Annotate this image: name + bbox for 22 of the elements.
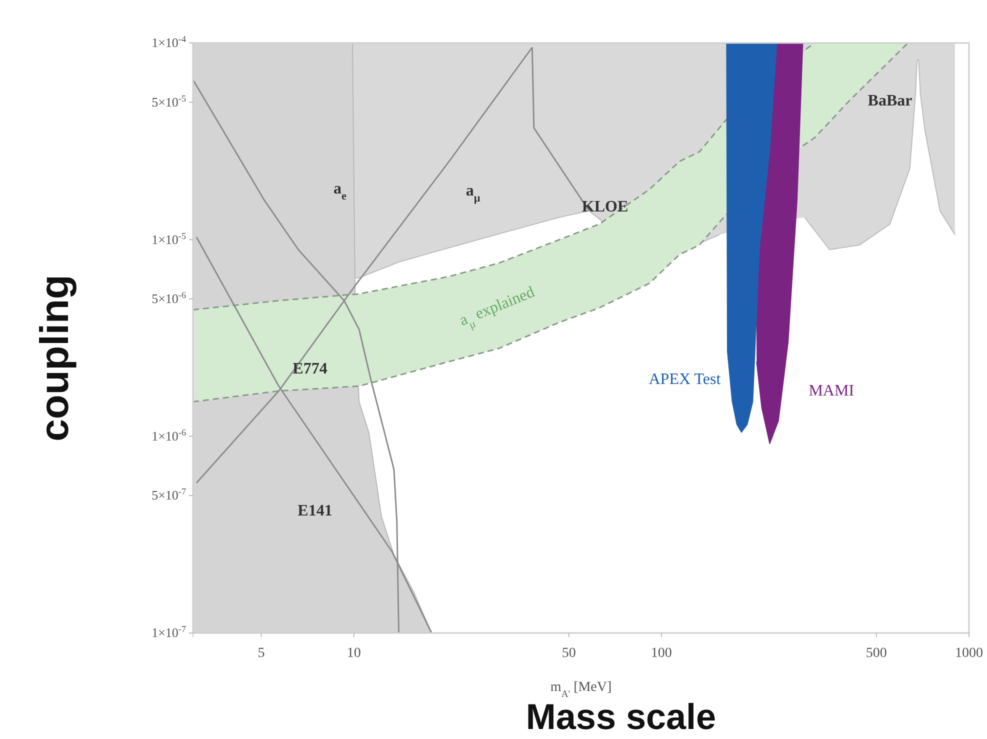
- y-tick-label: 1×10$^{-5}$: [152, 230, 186, 247]
- x-tick-label: 5: [258, 646, 265, 661]
- annotation: BaBar: [868, 92, 912, 110]
- annotation: a$_{μ}$: [466, 182, 481, 205]
- x-tick-label: 1000: [955, 646, 983, 661]
- series-label: MAMI: [808, 382, 854, 400]
- y-tick-label: 5×10$^{-7}$: [152, 486, 186, 503]
- annotation: KLOE: [582, 198, 628, 216]
- y-tick-label: 5×10$^{-5}$: [152, 93, 186, 110]
- annotation: E141: [298, 502, 332, 520]
- series-label: APEX Test: [648, 371, 722, 388]
- x-tick-label: 10: [346, 646, 361, 661]
- annotation: E774: [292, 360, 328, 378]
- x-tick-label: 500: [866, 646, 887, 661]
- y-axis-title: coupling: [33, 274, 77, 442]
- y-tick-label: 1×10$^{-4}$: [152, 34, 186, 50]
- x-tick-label: 50: [562, 646, 576, 661]
- y-tick-label: 1×10$^{-7}$: [152, 624, 186, 640]
- y-tick-label: 5×10$^{-6}$: [152, 290, 186, 306]
- y-tick-label: 1×10$^{-6}$: [152, 427, 186, 444]
- x-tick-label: 100: [650, 646, 672, 661]
- annotation: a$_{e}$: [334, 180, 347, 203]
